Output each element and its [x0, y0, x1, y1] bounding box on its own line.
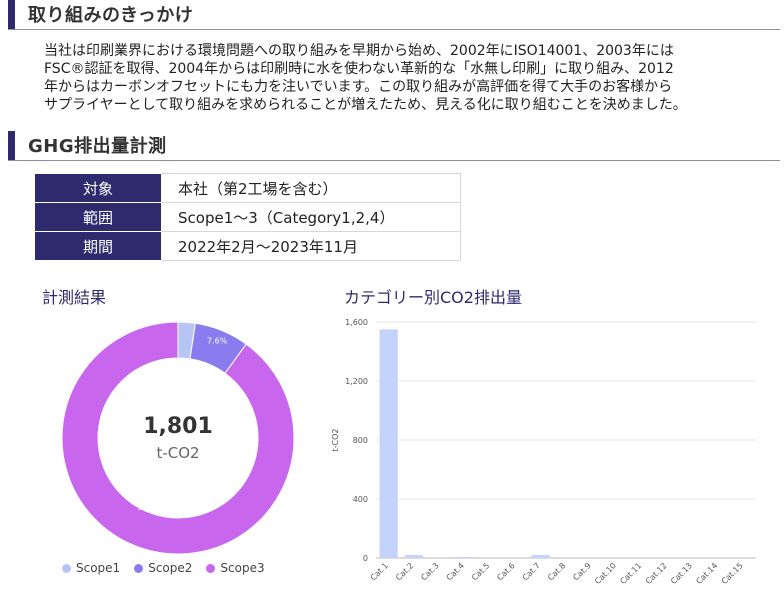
bar-chart-title: カテゴリー別CO2排出量	[344, 288, 522, 307]
bar-cat-2	[404, 555, 424, 558]
x-tick-label: Cat.13	[669, 561, 694, 586]
table-row: 対象 本社（第2工場を含む）	[34, 173, 461, 203]
legend-item[interactable]: Scope2	[134, 561, 192, 575]
paragraph-line: 当社は印刷業界における環境問題への取り組みを早期から始め、2002年にISO14…	[44, 43, 674, 59]
table-key: 対象	[34, 173, 162, 203]
paragraph-line: 年からはカーボンオフセットにも力を注いでいます。この取り組みが高評価を得て大手の…	[44, 79, 673, 95]
table-row: 期間 2022年2月〜2023年11月	[34, 231, 461, 261]
initiative-paragraph: 当社は印刷業界における環境問題への取り組みを早期から始め、2002年にISO14…	[44, 42, 779, 114]
x-tick-label: Cat.7	[521, 561, 542, 582]
donut-data-label: 7.6%	[207, 336, 228, 345]
x-tick-label: Cat.8	[546, 561, 567, 582]
legend-label: Scope2	[148, 561, 193, 575]
paragraph-line: サプライヤーとして取り組みを求められることが増えたため、見える化に取り組むことを…	[44, 97, 687, 113]
x-tick-label: Cat.11	[618, 561, 643, 586]
y-tick-label: 400	[353, 495, 368, 504]
table-value: 2022年2月〜2023年11月	[161, 231, 461, 261]
section-title: 取り組みのきっかけ	[28, 5, 194, 26]
x-tick-label: Cat.15	[720, 561, 745, 586]
legend-item[interactable]: Scope3	[206, 561, 265, 575]
donut-legend: Scope1 Scope2 Scope3	[62, 561, 265, 575]
table-row: 範囲 Scope1〜3（Category1,2,4）	[34, 202, 461, 232]
legend-swatch	[134, 563, 144, 573]
x-tick-label: Cat.14	[694, 561, 719, 586]
donut-slice-scope3	[61, 321, 295, 555]
donut-center-unit: t-CO2	[156, 444, 199, 462]
section-header-initiative: 取り組みのきっかけ	[8, 0, 780, 30]
bar-cat-1	[379, 329, 398, 558]
donut-chart-title: 計測結果	[42, 288, 107, 307]
x-tick-label: Cat.9	[571, 561, 592, 582]
table-value: Scope1〜3（Category1,2,4）	[161, 202, 461, 232]
measurement-info-table: 対象 本社（第2工場を含む） 範囲 Scope1〜3（Category1,2,4…	[34, 173, 461, 261]
bar-cat-4	[455, 556, 474, 558]
x-tick-label: Cat.2	[394, 561, 415, 582]
x-tick-label: Cat.10	[593, 561, 618, 586]
header-accent-bar	[8, 0, 15, 29]
x-tick-label: Cat.4	[445, 561, 466, 582]
legend-label: Scope3	[220, 561, 265, 575]
paragraph-line: FSC®認証を取得、2004年からは印刷時に水を使わない革新的な「水無し印刷」に…	[44, 61, 674, 77]
y-axis-label: t-CO2	[331, 429, 340, 452]
table-value: 本社（第2工場を含む）	[161, 173, 461, 203]
table-key: 範囲	[34, 202, 162, 232]
legend-label: Scope1	[76, 561, 121, 575]
header-accent-bar	[8, 131, 15, 160]
section-header-ghg: GHG排出量計測	[8, 131, 780, 161]
y-tick-label: 1,600	[345, 318, 368, 327]
table-key: 期間	[34, 231, 162, 261]
donut-data-label: 90.0%	[137, 503, 163, 512]
y-tick-label: 800	[353, 436, 368, 445]
section-title: GHG排出量計測	[28, 136, 167, 157]
bar-cat-7	[531, 555, 550, 558]
y-tick-label: 1,200	[345, 377, 368, 386]
x-tick-label: Cat.3	[419, 561, 440, 582]
legend-swatch	[62, 563, 71, 573]
x-tick-label: Cat.5	[470, 561, 491, 582]
x-tick-label: Cat.1	[369, 561, 390, 582]
legend-swatch	[206, 563, 216, 573]
legend-item[interactable]: Scope1	[62, 561, 120, 575]
x-tick-label: Cat.12	[644, 561, 669, 586]
donut-center-value: 1,801	[143, 414, 213, 439]
x-tick-label: Cat.6	[495, 561, 516, 582]
y-tick-label: 0	[363, 554, 368, 563]
